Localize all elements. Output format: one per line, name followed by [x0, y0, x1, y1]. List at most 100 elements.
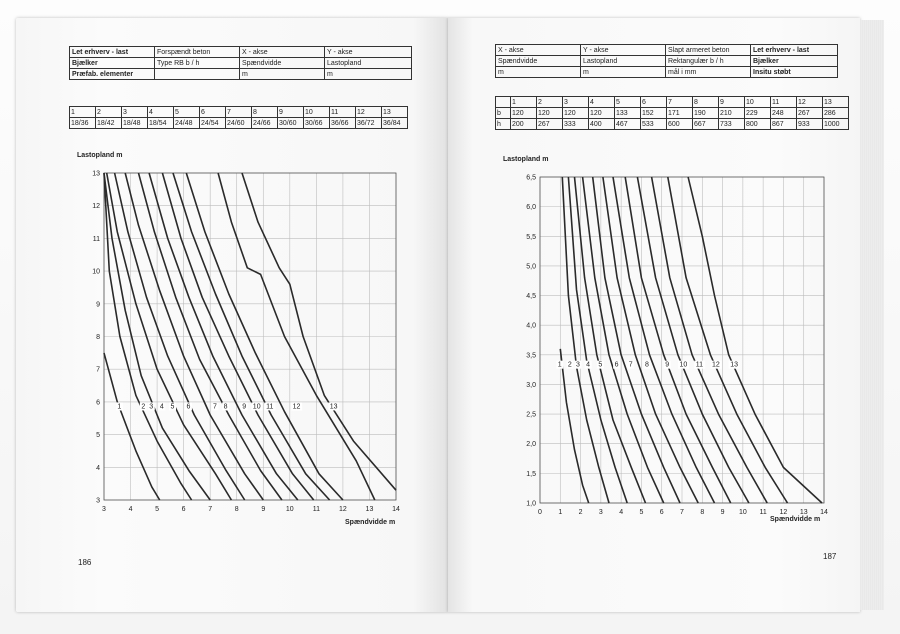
- x-tick-label: 11: [760, 509, 767, 516]
- y-tick-label: 5,0: [526, 263, 536, 270]
- curve-label: 8: [224, 403, 228, 410]
- curve-label-bg: [596, 360, 604, 369]
- series-line-10: [172, 172, 331, 501]
- dimension-cell: 286: [822, 107, 849, 119]
- y-tick-label: 3,0: [526, 382, 536, 389]
- y-tick-label: 4,0: [526, 323, 536, 330]
- x-tick-label: 13: [800, 509, 808, 516]
- y-tick-label: 8: [96, 334, 100, 341]
- x-tick-label: 10: [286, 506, 294, 513]
- dimension-cell: 36/66: [329, 117, 356, 129]
- curve-label-bg: [139, 402, 147, 411]
- series-line-5: [113, 172, 246, 501]
- series-line-6: [591, 176, 681, 504]
- dimension-cell: 36/72: [355, 117, 382, 129]
- curve-label: 4: [160, 403, 164, 410]
- dimension-h-row: h 200 267 333 400 467 533 600 667 733 800 867 933 100…: [495, 118, 849, 130]
- curve-label: 2: [568, 362, 572, 369]
- y-tick-label: 7: [96, 367, 100, 374]
- series-line-13: [687, 176, 823, 504]
- curve-label-bg: [169, 402, 177, 411]
- dimension-cell: 200: [510, 118, 537, 130]
- x-tick-label: 6: [660, 509, 664, 516]
- x-tick-label: 7: [680, 509, 684, 516]
- curve-label: 10: [253, 403, 261, 410]
- curve-label-bg: [584, 360, 592, 369]
- curve-label-bg: [574, 360, 582, 369]
- x-tick-label: 8: [700, 509, 704, 516]
- curve-label: 7: [213, 403, 217, 410]
- right-info-row: X - akse Y - akse Slapt armeret beton Let e…: [495, 44, 838, 56]
- curve-label: 2: [141, 403, 145, 410]
- curve-label-bg: [710, 360, 722, 369]
- series-line-13: [241, 172, 397, 491]
- curve-label-bg: [291, 402, 303, 411]
- dimension-value-row: 18/36 18/42 18/48 18/54 24/48 24/54 24/60 24/66…: [69, 117, 408, 129]
- curve-label: 6: [615, 362, 619, 369]
- curve-label: 3: [149, 403, 153, 410]
- x-tick-label: 1: [558, 509, 562, 516]
- curve-label-bg: [264, 402, 276, 411]
- y-tick-label: 4,5: [526, 293, 536, 300]
- left-info-cell: m: [324, 68, 412, 80]
- curve-label-bg: [728, 360, 740, 369]
- dimension-number-row: 1 2 3 4 5 6 7 8 9 10 11 12 13: [495, 96, 849, 108]
- series-line-1: [103, 352, 161, 501]
- series-line-9: [161, 172, 315, 501]
- x-tick-label: 4: [129, 506, 133, 513]
- right-info-cell: Insitu støbt: [750, 66, 838, 78]
- series-line-8: [612, 176, 716, 504]
- curve-label: 5: [171, 403, 175, 410]
- curve-label: 10: [680, 362, 688, 369]
- x-tick-label: 12: [339, 506, 347, 513]
- y-tick-label: 11: [93, 236, 100, 243]
- curve-label: 13: [330, 403, 338, 410]
- curve-label-bg: [184, 402, 192, 411]
- x-tick-label: 9: [261, 506, 265, 513]
- x-tick-label: 10: [739, 509, 747, 516]
- curve-label-bg: [211, 402, 219, 411]
- left-page-number: 186: [78, 558, 92, 567]
- dimension-cell: 13: [381, 106, 408, 118]
- curve-label-bg: [328, 402, 340, 411]
- right-chart-xlabel: Spændvidde m: [770, 516, 821, 523]
- right-info-row: m m mål i mm Insitu støbt: [495, 66, 838, 78]
- series-line-12: [667, 176, 789, 504]
- x-tick-label: 12: [780, 509, 788, 516]
- left-dimension-table: 1 2 3 4 5 6 7 8 9 10 11 12 13 18/36 18/42 18/48 18/54 24…: [69, 106, 408, 129]
- curve-label: 9: [665, 362, 669, 369]
- curve-label: 7: [629, 362, 633, 369]
- x-tick-label: 0: [538, 509, 542, 516]
- series-line-3: [567, 176, 628, 504]
- curve-label-bg: [678, 360, 689, 369]
- curve-label-bg: [115, 402, 123, 411]
- plot-frame: [539, 176, 825, 504]
- x-tick-label: 2: [579, 509, 583, 516]
- curve-label-bg: [627, 360, 635, 369]
- y-tick-label: 1,0: [526, 501, 536, 508]
- series-line-9: [624, 176, 732, 504]
- series-line-11: [650, 176, 768, 504]
- curve-label: 11: [266, 403, 273, 410]
- curve-label: 12: [293, 403, 301, 410]
- y-tick-label: 3,5: [526, 352, 536, 359]
- x-tick-label: 9: [721, 509, 725, 516]
- series-line-6: [124, 172, 264, 501]
- series-line-7: [137, 172, 283, 501]
- x-tick-label: 7: [208, 506, 212, 513]
- curve-label-bg: [158, 402, 166, 411]
- x-tick-label: 3: [102, 506, 106, 513]
- left-info-table: Let erhverv - last Forspændt beton X - aks…: [69, 46, 412, 80]
- dimension-cell: 36/84: [381, 117, 408, 129]
- y-tick-label: 6,0: [526, 204, 536, 211]
- y-tick-label: 3: [96, 498, 100, 505]
- x-tick-label: 13: [366, 506, 374, 513]
- x-tick-label: 11: [313, 506, 320, 513]
- curve-label-bg: [556, 360, 564, 369]
- x-tick-label: 8: [235, 506, 239, 513]
- dimension-cell: 30/60: [277, 117, 304, 129]
- curve-label-bg: [643, 360, 651, 369]
- left-chart-xlabel: Spændvidde m: [345, 519, 396, 526]
- curve-label-bg: [222, 402, 230, 411]
